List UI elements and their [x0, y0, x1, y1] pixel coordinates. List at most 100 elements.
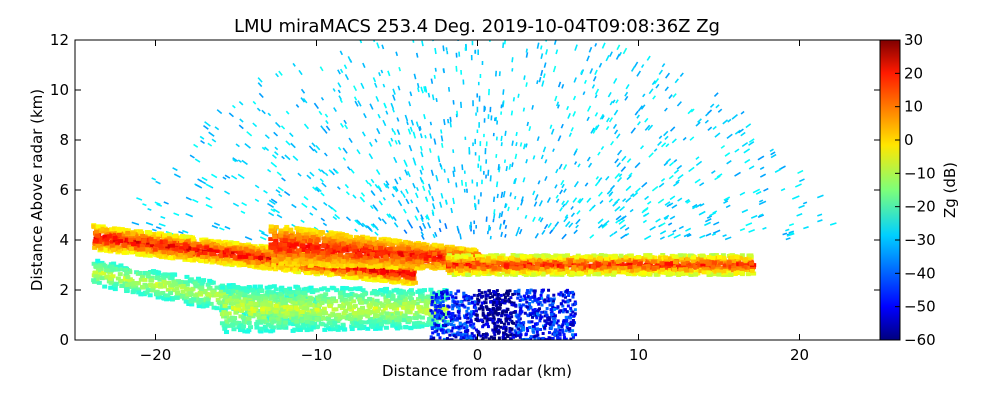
echo-mark	[552, 148, 555, 152]
band-cell	[362, 246, 368, 251]
echo-mark	[322, 222, 328, 227]
echo-mark	[568, 222, 574, 228]
band-cell	[289, 234, 295, 239]
band-cell	[400, 273, 406, 278]
echo-mark	[555, 198, 560, 203]
band-cell	[117, 248, 123, 253]
echo-mark	[460, 179, 464, 186]
echo-mark	[403, 229, 408, 234]
band-cell	[398, 251, 404, 256]
echo-mark	[537, 216, 542, 221]
echo-mark	[655, 218, 661, 223]
band-cell	[232, 240, 238, 245]
echo-mark	[434, 47, 437, 55]
band-cell	[360, 268, 366, 273]
echo-mark	[789, 232, 795, 236]
echo-mark	[557, 81, 562, 88]
echo-mark	[313, 148, 318, 154]
band-cell	[295, 248, 301, 253]
band-cell	[315, 230, 321, 235]
band-cell	[473, 251, 479, 256]
band-cell	[446, 254, 452, 259]
echo-mark	[679, 72, 684, 78]
echo-mark	[829, 222, 837, 226]
echo-mark	[586, 116, 590, 122]
echo-mark	[574, 161, 578, 165]
echo-mark	[414, 192, 419, 199]
echo-mark	[377, 113, 381, 119]
echo-mark	[447, 178, 450, 184]
band-cell	[352, 275, 358, 280]
band-cell	[396, 261, 402, 266]
echo-mark	[261, 232, 269, 237]
band-cell	[352, 248, 358, 253]
echo-mark	[374, 138, 378, 143]
echo-mark	[573, 77, 577, 83]
echo-mark	[416, 83, 420, 89]
echo-mark	[608, 198, 613, 203]
echo-mark	[267, 112, 272, 117]
band-cell	[237, 251, 243, 256]
echo-mark	[668, 174, 674, 180]
band-cell	[369, 268, 375, 273]
echo-mark	[757, 214, 765, 219]
echo-mark	[419, 133, 423, 139]
echo-mark	[560, 179, 565, 186]
echo-mark	[438, 227, 442, 233]
echo-mark	[759, 173, 767, 178]
echo-mark	[748, 138, 755, 143]
echo-mark	[791, 195, 800, 200]
echo-mark	[439, 163, 442, 167]
band-cell	[406, 272, 412, 277]
band-cell	[414, 250, 420, 255]
band-cell	[152, 239, 158, 244]
band-cell	[222, 246, 228, 251]
echo-mark	[510, 110, 514, 116]
band-cell	[278, 243, 284, 248]
band-cell	[438, 243, 444, 248]
band-cell	[108, 227, 114, 232]
band-cell	[296, 251, 302, 256]
echo-mark	[544, 176, 548, 182]
band-cell	[320, 262, 326, 267]
band-cell	[155, 243, 161, 248]
echo-mark	[553, 40, 557, 45]
band-cell	[285, 267, 291, 272]
echo-mark	[797, 169, 804, 175]
band-cell	[381, 270, 387, 275]
band-cell	[438, 261, 444, 266]
echo-mark	[235, 143, 240, 148]
band-cell	[242, 258, 248, 263]
echo-mark	[573, 229, 578, 235]
band-cell	[180, 255, 186, 260]
echo-mark	[658, 135, 663, 140]
echo-mark	[178, 230, 184, 235]
echo-mark	[634, 187, 641, 193]
band-cell	[339, 272, 345, 277]
band-cell	[341, 247, 347, 252]
band-cell	[402, 269, 408, 274]
echo-mark	[499, 223, 502, 230]
band-cell	[263, 248, 269, 253]
echo-mark	[394, 185, 399, 192]
echo-mark	[201, 176, 208, 182]
echo-mark	[598, 62, 603, 68]
band-cell	[346, 242, 352, 247]
echo-mark	[213, 222, 221, 226]
band-cell	[628, 253, 634, 258]
band-cell	[372, 264, 378, 269]
band-cell	[179, 234, 185, 239]
echo-mark	[504, 130, 507, 137]
band-cell	[378, 237, 384, 242]
band-cell	[312, 228, 318, 233]
echo-mark	[555, 194, 559, 199]
band-cell	[396, 264, 402, 269]
echo-mark	[261, 109, 266, 115]
band-cell	[148, 237, 154, 242]
band-cell	[104, 237, 110, 242]
band-cell	[268, 249, 274, 254]
band-cell	[349, 263, 355, 268]
echo-mark	[278, 70, 283, 76]
echo-mark	[599, 113, 605, 120]
echo-mark	[671, 138, 677, 144]
